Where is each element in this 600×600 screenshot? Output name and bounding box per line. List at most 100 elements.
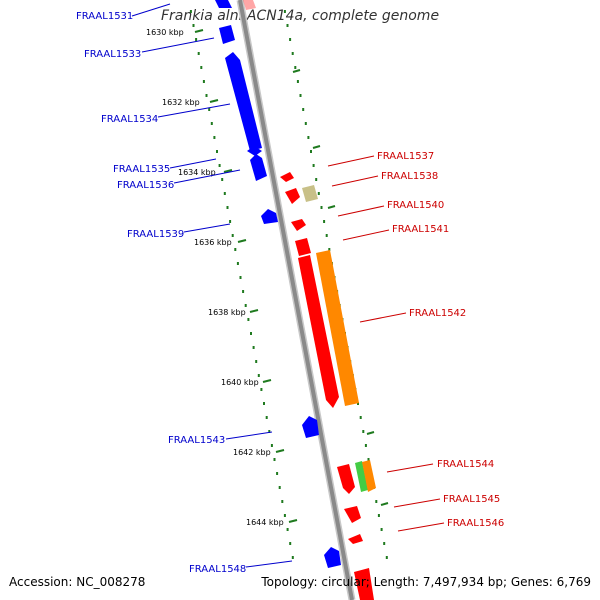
tick-mark — [213, 136, 216, 139]
gene-fraal1536[interactable] — [250, 154, 267, 181]
tick-mark — [281, 500, 284, 503]
leader-lines — [131, 3, 445, 568]
gene-label[interactable]: FRAAL1544 — [437, 459, 494, 470]
tick-mark — [276, 472, 279, 475]
tick-mark — [250, 332, 252, 335]
gene-label[interactable]: FRAAL1540 — [387, 200, 444, 211]
gene-label[interactable]: FRAAL1546 — [447, 518, 504, 529]
gene-label[interactable]: FRAAL1548 — [189, 564, 246, 575]
tick-mark — [270, 444, 273, 447]
gene-label[interactable]: FRAAL1543 — [168, 435, 225, 446]
gene-fraal1540[interactable] — [291, 219, 306, 231]
gene-label[interactable]: FRAAL1542 — [409, 308, 466, 319]
gene-label[interactable]: FRAAL1536 — [117, 180, 174, 191]
tick-mark — [315, 178, 318, 181]
gene-label[interactable]: FRAAL1539 — [127, 229, 184, 240]
gene-fraal1542-red[interactable] — [298, 255, 339, 408]
tick-mark — [278, 486, 281, 489]
gene-fraal1535[interactable] — [247, 146, 262, 156]
tick-mark — [216, 150, 218, 153]
gene-label[interactable]: FRAAL1541 — [392, 224, 449, 235]
tick-mark — [294, 66, 297, 69]
genome-summary: Topology: circular; Length: 7,497,934 bp… — [261, 575, 591, 589]
tick-mark — [299, 94, 302, 97]
gene-label[interactable]: FRAAL1537 — [377, 151, 434, 162]
gene-fraal1541[interactable] — [295, 238, 311, 256]
tick-mark — [357, 402, 359, 405]
gene-fraal1533[interactable] — [219, 25, 235, 44]
gene-label[interactable]: FRAAL1533 — [84, 49, 141, 60]
gene-fraal1544-red[interactable] — [337, 464, 355, 494]
gene-labels: FRAAL1531 FRAAL1533 FRAAL1534 FRAAL1535 … — [76, 11, 504, 575]
kbp-label: 1634 kbp — [178, 168, 216, 177]
tick-mark — [192, 24, 195, 27]
tick-mark — [283, 10, 286, 13]
tick-mark — [205, 94, 208, 97]
gene-fraal1544[interactable] — [355, 461, 368, 492]
gene-label[interactable]: FRAAL1545 — [443, 494, 500, 505]
gene-fraal1538-red[interactable] — [285, 188, 300, 204]
tick-mark — [260, 388, 263, 391]
gene-fraal1542[interactable] — [316, 250, 359, 406]
gene-fraal1537[interactable] — [280, 172, 294, 182]
tick-mark — [310, 150, 312, 153]
tick-mark — [197, 52, 200, 55]
tick-mark — [317, 192, 320, 195]
tick-mark — [291, 556, 294, 559]
tick-mark — [229, 220, 232, 223]
gene-fraal1538[interactable] — [302, 185, 318, 202]
tick-mark — [195, 38, 198, 41]
gene-fraal1546[interactable] — [348, 534, 363, 544]
gene-fraal1545[interactable] — [344, 506, 361, 523]
tick-mark — [304, 122, 307, 125]
gene-label[interactable]: FRAAL1538 — [381, 171, 438, 182]
tick-mark — [283, 514, 286, 517]
tick-mark — [323, 220, 326, 223]
kbp-label: 1632 kbp — [162, 98, 200, 107]
gene-fraal1548[interactable] — [324, 547, 341, 568]
kbp-label: 1636 kbp — [194, 238, 232, 247]
tick-mark — [367, 458, 370, 461]
gene-fraal1534[interactable] — [225, 52, 262, 151]
tick-mark — [291, 52, 294, 55]
accession-label: Accession: NC_008278 — [9, 575, 146, 589]
tick-mark — [377, 514, 380, 517]
kbp-label: 1630 kbp — [146, 28, 184, 37]
gene-fraal1544-orange[interactable] — [362, 460, 376, 492]
gene-label[interactable]: FRAAL1531 — [76, 11, 133, 22]
gene-fraal1543[interactable] — [302, 416, 319, 438]
gene-fraal1531[interactable] — [215, 0, 232, 8]
gene-fraal1539[interactable] — [261, 209, 278, 224]
tick-mark — [307, 136, 310, 139]
genome-title: Frankia alni ACN14a, complete genome — [160, 8, 440, 24]
tick-mark — [380, 528, 383, 531]
tick-mark — [236, 262, 239, 265]
kbp-label: 1642 kbp — [233, 448, 271, 457]
gene-label[interactable]: FRAAL1535 — [113, 164, 170, 175]
tick-mark — [208, 108, 211, 111]
tick-mark — [286, 24, 289, 27]
tick-mark — [289, 38, 292, 41]
tick-mark — [320, 206, 323, 209]
tick-mark — [263, 402, 265, 405]
tick-mark — [252, 346, 255, 349]
tick-mark — [210, 122, 213, 125]
tick-mark — [289, 542, 292, 545]
tick-mark — [383, 542, 386, 545]
gene-fraal1547[interactable] — [354, 568, 374, 600]
gene-fraal1530[interactable] — [243, 0, 256, 10]
tick-mark — [257, 374, 260, 377]
tick-mark — [244, 304, 247, 307]
gene-label[interactable]: FRAAL1534 — [101, 114, 158, 125]
tick-mark — [362, 430, 365, 433]
tick-mark — [202, 80, 205, 83]
tick-mark — [189, 10, 192, 13]
reverse-strand-genes — [215, 0, 341, 568]
tick-mark — [325, 234, 328, 237]
tick-mark — [200, 66, 203, 69]
tick-mark — [239, 276, 242, 279]
tick-mark — [221, 178, 224, 181]
tick-mark — [223, 192, 226, 195]
tick-mark — [296, 80, 299, 83]
tick-mark — [359, 416, 362, 419]
